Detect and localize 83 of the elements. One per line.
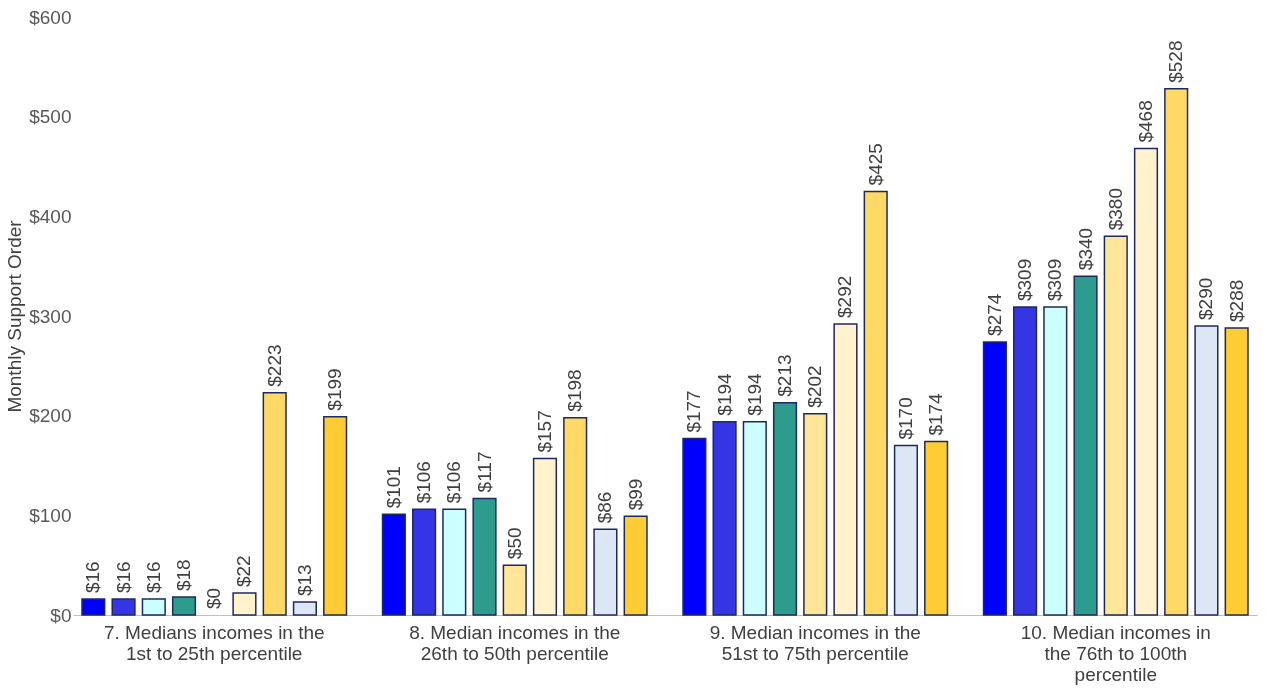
y-tick-label: $500 — [29, 106, 72, 128]
bar — [323, 415, 348, 616]
x-tick-label: 7. Medians incomes in the 1st to 25th percentile — [103, 621, 325, 664]
data-label: $274 — [983, 293, 1005, 336]
y-axis-title: Monthly Support Order — [4, 219, 26, 413]
bar — [1073, 275, 1098, 616]
bar — [1224, 327, 1249, 616]
bar — [1013, 306, 1038, 616]
data-label: $340 — [1074, 227, 1096, 271]
y-tick-label: $600 — [29, 6, 72, 28]
bar — [623, 515, 648, 616]
data-label: $425 — [864, 143, 886, 186]
data-label: $106 — [413, 461, 435, 504]
data-label: $380 — [1104, 187, 1126, 231]
data-label: $292 — [834, 275, 856, 318]
data-label: $213 — [774, 354, 796, 397]
bar — [171, 596, 197, 616]
bar — [1103, 235, 1128, 616]
bar — [1043, 306, 1068, 616]
data-label: $198 — [564, 369, 586, 412]
bar — [442, 508, 467, 616]
data-label: $16 — [112, 561, 134, 594]
data-label: $86 — [594, 491, 616, 524]
x-tick-label: 9. Median incomes in the 51st to 75th percentile — [709, 621, 921, 664]
bar — [893, 444, 918, 616]
data-label: $309 — [1014, 258, 1036, 302]
bar — [1194, 325, 1219, 616]
data-label: $194 — [743, 372, 765, 416]
data-label: $101 — [382, 466, 404, 509]
data-label: $99 — [624, 478, 646, 511]
data-label: $528 — [1165, 40, 1187, 83]
data-label: $290 — [1195, 277, 1217, 320]
bar — [712, 420, 737, 616]
bar — [924, 440, 949, 616]
bar — [863, 190, 888, 616]
x-tick-label: 10. Median incomes in the 76th to 100th percentile — [1020, 621, 1211, 685]
data-label: $170 — [894, 397, 916, 440]
data-label: $13 — [293, 564, 315, 597]
data-label: $50 — [503, 527, 525, 560]
data-label: $468 — [1134, 100, 1156, 143]
data-label: $177 — [683, 390, 705, 433]
data-label: $174 — [925, 392, 947, 436]
y-tick-label: $0 — [50, 604, 72, 626]
data-label: $309 — [1044, 258, 1066, 302]
data-label: $22 — [233, 555, 255, 588]
bar — [1133, 147, 1159, 616]
bar — [141, 598, 166, 616]
data-label: $0 — [203, 587, 225, 609]
data-label: $18 — [173, 559, 195, 592]
y-tick-label: $300 — [29, 305, 72, 327]
bar — [833, 323, 858, 616]
x-tick-label: 8. Median incomes in the 26th to 50th percentile — [409, 621, 621, 664]
bar — [111, 598, 136, 616]
bar — [412, 508, 437, 616]
bar — [232, 592, 257, 616]
bar — [532, 457, 558, 616]
bar — [772, 401, 798, 616]
data-label: $16 — [82, 561, 104, 594]
y-tick-label: $100 — [29, 504, 72, 526]
data-label: $288 — [1225, 279, 1247, 322]
bar — [682, 437, 707, 616]
bar — [81, 598, 106, 616]
data-label: $117 — [473, 451, 495, 493]
bar — [381, 513, 406, 616]
y-tick-label: $200 — [29, 405, 72, 427]
data-label: $194 — [713, 372, 735, 416]
bar — [593, 528, 618, 616]
bar — [292, 601, 317, 616]
bar — [982, 341, 1007, 616]
bar — [502, 564, 527, 616]
data-label: $157 — [533, 410, 555, 453]
bar — [1164, 88, 1189, 616]
data-label: $106 — [443, 461, 465, 504]
bar — [472, 497, 497, 616]
bar — [803, 412, 828, 616]
y-tick-label: $400 — [29, 205, 72, 227]
bar — [262, 391, 287, 616]
data-label: $223 — [263, 344, 285, 387]
data-label: $202 — [804, 365, 826, 408]
data-label: $16 — [142, 561, 164, 594]
bar — [563, 416, 588, 616]
data-label: $199 — [324, 368, 346, 411]
bar — [742, 420, 767, 616]
